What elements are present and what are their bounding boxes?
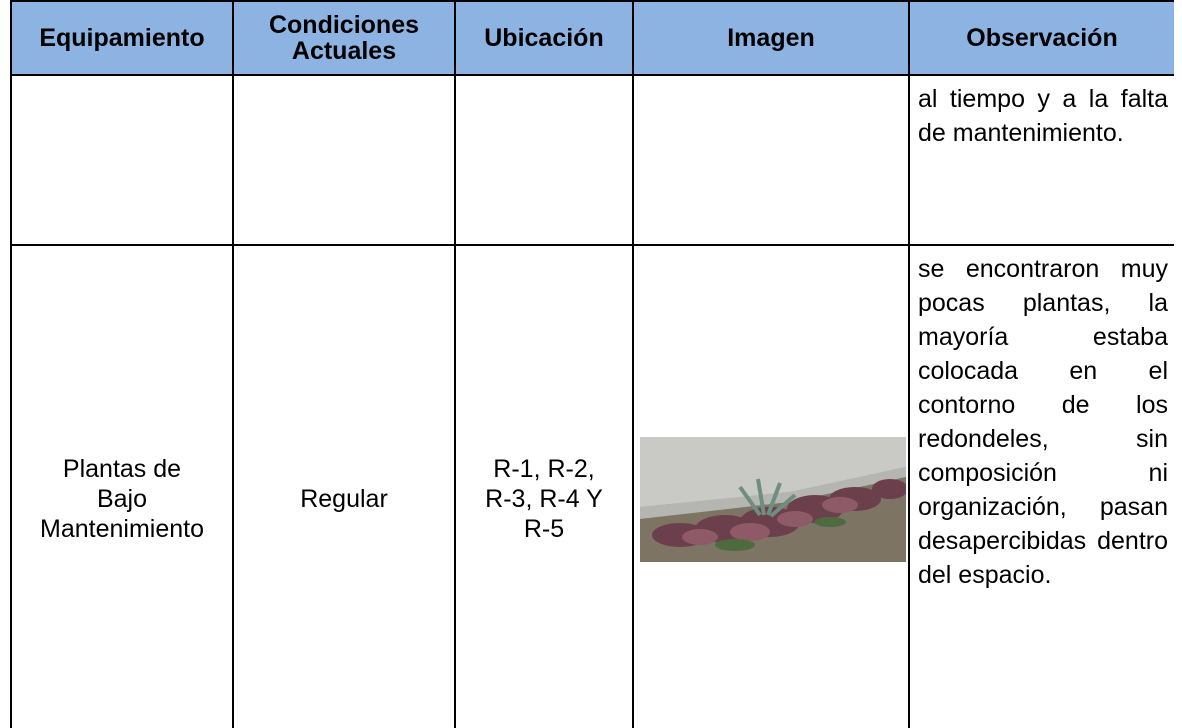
observation-cell: al tiempo y a la falta de mantenimiento. — [908, 74, 1174, 246]
header-cell: Equipamiento — [10, 0, 234, 76]
cell-line: R-5 — [523, 515, 565, 543]
cell-line: Plantas de — [62, 455, 182, 483]
conditions-cell: Regular — [232, 244, 456, 728]
location-cell: R-1, R-2, R-3, R-4 Y R-5 — [454, 244, 634, 728]
observation-cell: se encontraron muy pocas plantas, la may… — [908, 244, 1174, 728]
cell-line: Bajo — [96, 485, 148, 513]
cell — [454, 74, 634, 246]
header-cell: Ubicación — [454, 0, 634, 76]
cell-line: R-1, R-2, — [493, 455, 595, 483]
cell-line: R-3, R-4 Y — [485, 485, 603, 513]
table-row: al tiempo y a la falta de mantenimiento. — [10, 74, 1174, 246]
header-cell: Observación — [908, 0, 1174, 76]
plant-photo — [640, 436, 906, 562]
image-cell — [632, 244, 910, 728]
table-row: Plantas de Bajo Mantenimiento Regular R-1,… — [10, 244, 1174, 728]
inventory-table: Equipamiento Condiciones Actuales Ubicac… — [10, 0, 1174, 728]
header-cell: Imagen — [632, 0, 910, 76]
header-cell: Condiciones Actuales — [232, 0, 456, 76]
document: Equipamiento Condiciones Actuales Ubicac… — [10, 0, 1174, 728]
cell — [10, 74, 234, 246]
cell — [232, 74, 456, 246]
header-row: Equipamiento Condiciones Actuales Ubicac… — [10, 0, 1174, 76]
cell-line: Mantenimiento — [40, 515, 204, 543]
cell — [632, 74, 910, 246]
equipment-cell: Plantas de Bajo Mantenimiento — [10, 244, 234, 728]
